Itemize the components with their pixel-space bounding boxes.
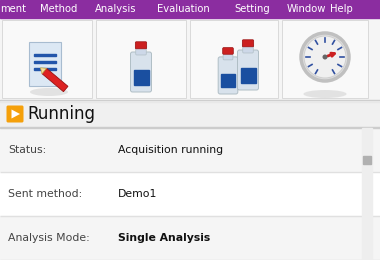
Bar xyxy=(0,101,380,127)
Bar xyxy=(0,128,380,172)
Ellipse shape xyxy=(237,83,259,88)
FancyBboxPatch shape xyxy=(238,50,258,90)
Bar xyxy=(133,70,149,84)
FancyBboxPatch shape xyxy=(96,20,186,98)
Ellipse shape xyxy=(303,90,347,98)
Bar xyxy=(0,172,380,216)
FancyBboxPatch shape xyxy=(218,57,238,94)
Bar xyxy=(34,68,56,70)
Bar xyxy=(0,259,380,260)
FancyBboxPatch shape xyxy=(190,20,278,98)
Bar xyxy=(0,101,380,102)
Bar xyxy=(362,128,372,260)
Text: Sent method:: Sent method: xyxy=(8,189,82,199)
Text: Window: Window xyxy=(287,4,326,14)
Ellipse shape xyxy=(130,86,152,90)
Polygon shape xyxy=(42,68,68,92)
Bar xyxy=(0,100,380,101)
Ellipse shape xyxy=(218,88,238,93)
FancyBboxPatch shape xyxy=(282,20,368,98)
Text: Single Analysis: Single Analysis xyxy=(118,233,210,243)
Text: Analysis: Analysis xyxy=(95,4,136,14)
FancyBboxPatch shape xyxy=(135,42,147,49)
Polygon shape xyxy=(29,42,61,86)
FancyBboxPatch shape xyxy=(243,44,253,53)
Bar xyxy=(241,68,255,83)
Text: Setting: Setting xyxy=(234,4,270,14)
Bar xyxy=(0,18,380,100)
Bar xyxy=(0,216,380,260)
Text: Analysis Mode:: Analysis Mode: xyxy=(8,233,90,243)
Text: Evaluation: Evaluation xyxy=(157,4,210,14)
Circle shape xyxy=(301,33,349,81)
Bar xyxy=(221,74,235,87)
Polygon shape xyxy=(40,68,46,74)
Circle shape xyxy=(323,55,328,60)
Bar xyxy=(0,0,380,18)
Bar xyxy=(34,54,56,56)
FancyBboxPatch shape xyxy=(223,51,233,60)
FancyBboxPatch shape xyxy=(2,20,92,98)
Text: Acquisition running: Acquisition running xyxy=(118,145,223,155)
FancyBboxPatch shape xyxy=(136,46,146,55)
FancyBboxPatch shape xyxy=(130,52,152,92)
FancyBboxPatch shape xyxy=(242,40,254,47)
Polygon shape xyxy=(11,109,20,119)
Bar xyxy=(0,128,380,260)
FancyBboxPatch shape xyxy=(223,48,233,54)
Circle shape xyxy=(304,36,346,78)
Ellipse shape xyxy=(30,88,68,96)
Text: Demo1: Demo1 xyxy=(118,189,157,199)
Bar xyxy=(34,61,56,63)
Bar xyxy=(363,156,371,164)
Text: Method: Method xyxy=(40,4,78,14)
Text: Running: Running xyxy=(27,105,95,123)
Text: Help: Help xyxy=(330,4,353,14)
Text: ment: ment xyxy=(0,4,26,14)
FancyBboxPatch shape xyxy=(6,106,24,122)
Text: Status:: Status: xyxy=(8,145,46,155)
Bar xyxy=(0,127,380,128)
